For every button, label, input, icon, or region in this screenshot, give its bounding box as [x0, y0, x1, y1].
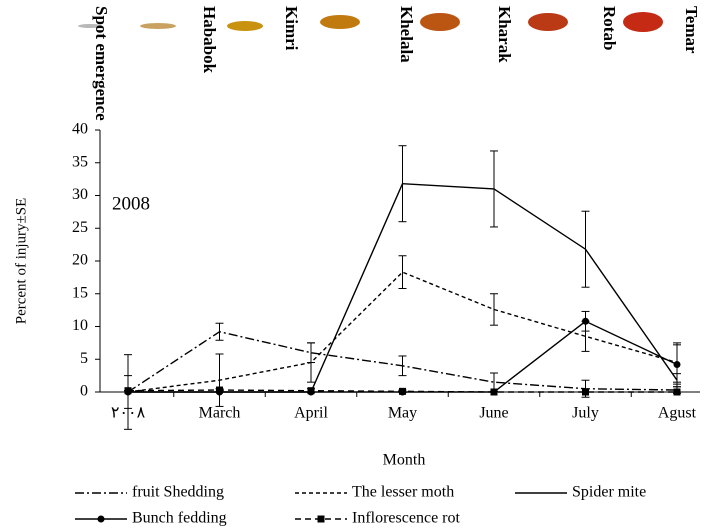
- stage-label: Rotab: [600, 6, 619, 50]
- stage-label: Kimri: [282, 6, 301, 51]
- legend-label: Spider mite: [572, 484, 646, 501]
- x-axis-label: Month: [383, 452, 426, 469]
- x-tick-label: June: [479, 405, 508, 422]
- y-axis-label: Percent of injury±SE: [13, 198, 29, 325]
- marker: [582, 317, 589, 325]
- error-bar: [398, 145, 407, 223]
- marker: [673, 388, 681, 396]
- error-bar: [215, 322, 224, 341]
- stage-label: Hababok: [200, 6, 219, 74]
- legend-label: Bunch fedding: [132, 510, 227, 527]
- stage-label: Khelala: [397, 6, 416, 63]
- x-tick-label: July: [572, 405, 599, 422]
- marker: [97, 515, 105, 523]
- marker: [673, 360, 681, 368]
- marker: [307, 387, 315, 395]
- y-tick-label: 15: [72, 284, 88, 301]
- marker: [490, 388, 498, 396]
- y-tick-label: 5: [80, 350, 88, 367]
- stage-icon: [320, 15, 360, 29]
- marker: [124, 387, 132, 395]
- y-tick-label: 30: [72, 186, 88, 203]
- error-bar: [490, 150, 498, 228]
- marker: [399, 387, 406, 395]
- stage-label: Kharak: [495, 6, 514, 63]
- stage-label: Temar: [682, 6, 701, 54]
- x-tick-label: Agust: [658, 405, 697, 422]
- error-bar: [398, 355, 407, 377]
- marker: [317, 515, 325, 523]
- x-tick-label: April: [294, 405, 328, 422]
- stage-icon: [420, 13, 460, 31]
- error-bar: [307, 342, 315, 383]
- stage-icon: [227, 21, 263, 31]
- y-tick-label: 10: [72, 317, 88, 334]
- legend-label: The lesser moth: [352, 484, 454, 501]
- error-bar: [215, 353, 224, 407]
- y-tick-label: 35: [72, 153, 88, 170]
- stage-icon: [140, 23, 176, 29]
- stage-label: Spot emergence: [92, 6, 111, 121]
- error-bar: [490, 293, 498, 326]
- annotation: 2008: [112, 193, 150, 214]
- legend-label: fruit Shedding: [132, 484, 224, 501]
- legend-label: Inflorescence rot: [352, 510, 460, 527]
- error-bar: [581, 210, 590, 288]
- marker: [216, 386, 223, 394]
- marker: [582, 388, 589, 396]
- stage-icon: [623, 12, 663, 32]
- y-tick-label: 0: [80, 383, 88, 400]
- error-bar: [398, 255, 407, 290]
- x-tick-label: March: [199, 405, 241, 422]
- stage-icon: [528, 13, 568, 31]
- y-tick-label: 20: [72, 252, 88, 269]
- x-tick-label: May: [388, 405, 417, 422]
- y-tick-label: 40: [72, 121, 88, 138]
- y-tick-label: 25: [72, 219, 88, 236]
- stage-icon: [78, 24, 102, 28]
